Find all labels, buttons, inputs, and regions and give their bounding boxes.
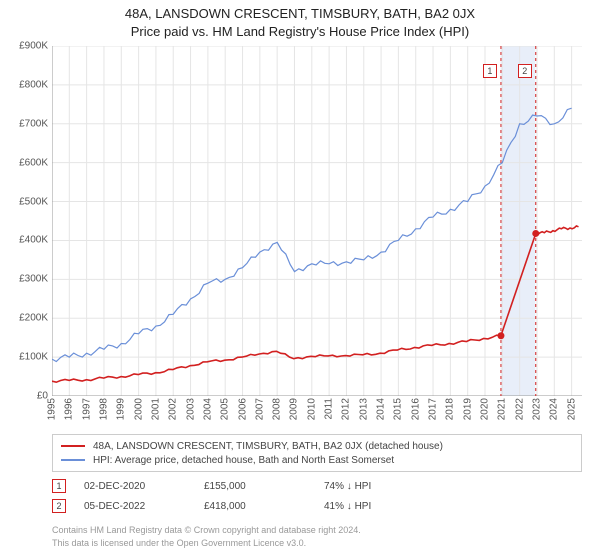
sale-marker-box: 2 [518,64,532,78]
y-tick-label: £900K [0,41,48,52]
x-tick-label: 2018 [445,398,456,420]
x-tick-label: 2022 [514,398,525,420]
x-tick-label: 2025 [566,398,577,420]
x-tick-label: 2004 [202,398,213,420]
legend: 48A, LANSDOWN CRESCENT, TIMSBURY, BATH, … [52,434,582,472]
title-address: 48A, LANSDOWN CRESCENT, TIMSBURY, BATH, … [0,6,600,21]
x-tick-label: 2009 [289,398,300,420]
x-tick-label: 2019 [462,398,473,420]
y-tick-label: £300K [0,274,48,285]
x-tick-label: 2008 [272,398,283,420]
x-tick-label: 1996 [64,398,75,420]
x-tick-label: 2012 [341,398,352,420]
x-tick-label: 1995 [47,398,58,420]
legend-label: 48A, LANSDOWN CRESCENT, TIMSBURY, BATH, … [93,441,443,452]
x-tick-label: 2024 [549,398,560,420]
sales-row: 1 02-DEC-2020£155,00074% ↓ HPI [52,476,582,496]
chart-svg [52,46,582,396]
legend-label: HPI: Average price, detached house, Bath… [93,455,394,466]
sales-row-marker: 1 [52,479,66,493]
sales-cell-date: 02-DEC-2020 [84,481,204,492]
sales-table: 1 02-DEC-2020£155,00074% ↓ HPI 2 05-DEC-202… [52,476,582,516]
x-tick-label: 1997 [81,398,92,420]
sales-row: 2 05-DEC-2022£418,00041% ↓ HPI [52,496,582,516]
chart-area [52,46,582,396]
y-tick-label: £0 [0,391,48,402]
footer-line-1: Contains HM Land Registry data © Crown c… [52,524,361,537]
x-tick-label: 2000 [133,398,144,420]
footer-line-2: This data is licensed under the Open Gov… [52,537,361,550]
x-tick-label: 1998 [98,398,109,420]
x-tick-label: 2010 [306,398,317,420]
y-tick-label: £200K [0,313,48,324]
x-tick-label: 2011 [324,398,335,420]
legend-swatch [61,445,85,447]
x-tick-label: 2013 [358,398,369,420]
x-tick-label: 2005 [220,398,231,420]
legend-item: 48A, LANSDOWN CRESCENT, TIMSBURY, BATH, … [61,439,573,453]
x-tick-label: 2023 [531,398,542,420]
sales-row-marker: 2 [52,499,66,513]
x-tick-label: 2016 [410,398,421,420]
title-subtitle: Price paid vs. HM Land Registry's House … [0,24,600,39]
chart-frame: 48A, LANSDOWN CRESCENT, TIMSBURY, BATH, … [0,0,600,560]
x-tick-label: 2020 [480,398,491,420]
x-tick-label: 2015 [393,398,404,420]
x-tick-label: 2014 [376,398,387,420]
x-tick-label: 2017 [428,398,439,420]
sale-marker-box: 1 [483,64,497,78]
y-tick-label: £500K [0,196,48,207]
sales-cell-price: £418,000 [204,501,324,512]
y-tick-label: £100K [0,352,48,363]
y-tick-label: £600K [0,157,48,168]
y-tick-label: £400K [0,235,48,246]
y-tick-label: £800K [0,79,48,90]
x-tick-label: 1999 [116,398,127,420]
x-tick-label: 2001 [150,398,161,420]
x-tick-label: 2003 [185,398,196,420]
y-tick-label: £700K [0,118,48,129]
legend-swatch [61,459,85,461]
x-tick-label: 2002 [168,398,179,420]
footer-attribution: Contains HM Land Registry data © Crown c… [52,524,361,550]
sales-cell-delta: 74% ↓ HPI [324,481,444,492]
x-tick-label: 2021 [497,398,508,420]
sales-cell-date: 05-DEC-2022 [84,501,204,512]
sales-cell-delta: 41% ↓ HPI [324,501,444,512]
sales-cell-price: £155,000 [204,481,324,492]
legend-item: HPI: Average price, detached house, Bath… [61,453,573,467]
x-tick-label: 2007 [254,398,265,420]
x-tick-label: 2006 [237,398,248,420]
